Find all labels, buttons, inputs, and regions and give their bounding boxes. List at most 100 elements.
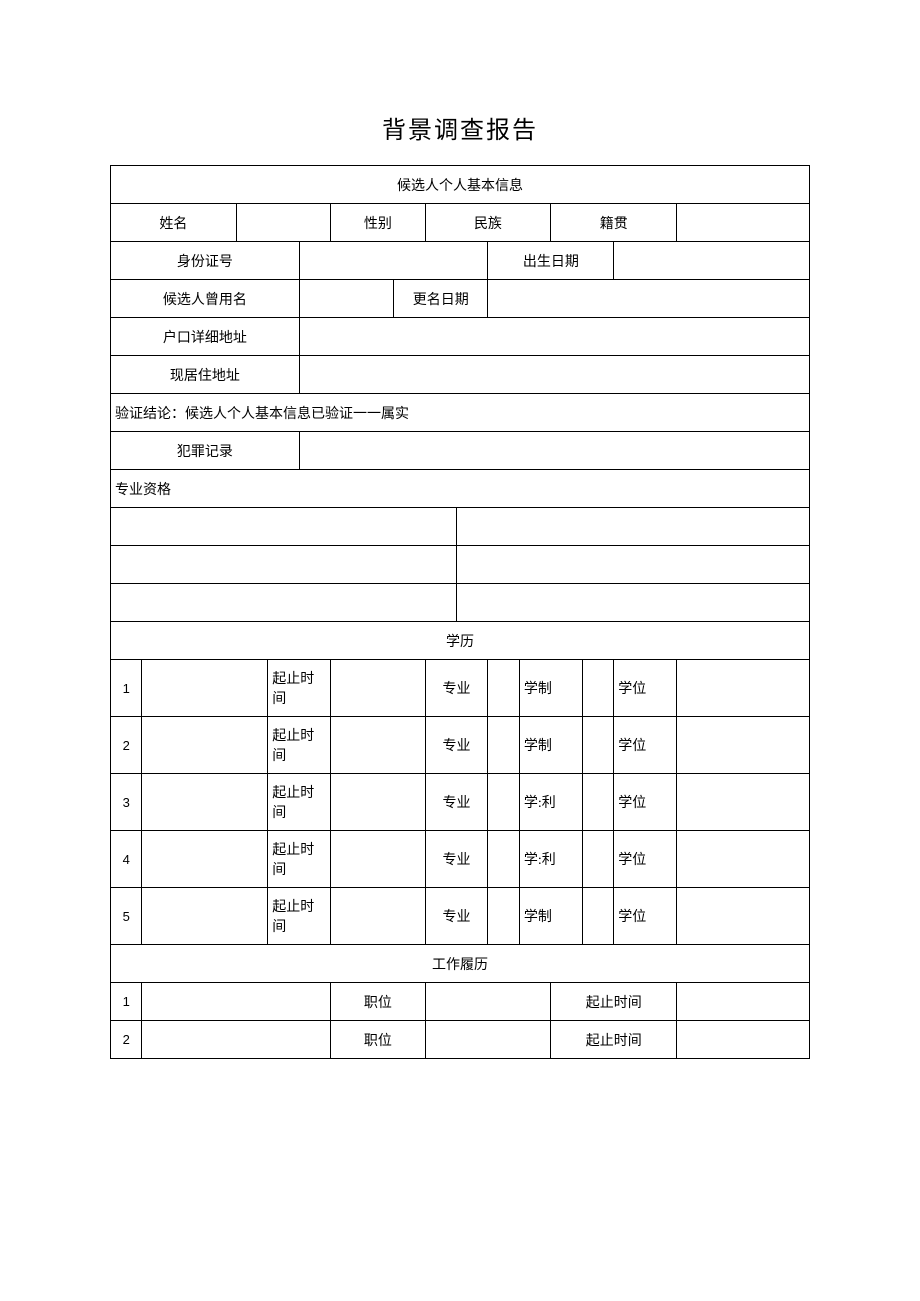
work-no: 1 (111, 983, 142, 1021)
work-position (425, 1021, 551, 1059)
edu-no: 4 (111, 831, 142, 888)
label-gender: 性别 (331, 204, 425, 242)
edu-row: 5 起止时间 专业 学制 学位 (111, 888, 810, 945)
work-period-label: 起止时间 (551, 1021, 677, 1059)
work-period-label: 起止时间 (551, 983, 677, 1021)
work-position-label: 职位 (331, 1021, 425, 1059)
edu-school (142, 774, 268, 831)
value-rename-date (488, 280, 810, 318)
edu-school (142, 888, 268, 945)
edu-school (142, 660, 268, 717)
label-name: 姓名 (111, 204, 237, 242)
edu-period-label: 起止时间 (268, 774, 331, 831)
edu-major (488, 660, 519, 717)
edu-system (582, 831, 613, 888)
value-criminal-record (299, 432, 809, 470)
work-position (425, 983, 551, 1021)
edu-system (582, 774, 613, 831)
work-position-label: 职位 (331, 983, 425, 1021)
edu-degree (677, 774, 810, 831)
edu-degree-label: 学位 (614, 774, 677, 831)
edu-system (582, 888, 613, 945)
edu-period (331, 888, 425, 945)
edu-major (488, 774, 519, 831)
edu-degree-label: 学位 (614, 831, 677, 888)
value-hukou-addr (299, 318, 809, 356)
edu-system (582, 717, 613, 774)
label-birth-date: 出生日期 (488, 242, 614, 280)
value-native-place (677, 204, 810, 242)
value-former-name (299, 280, 393, 318)
label-id-number: 身份证号 (111, 242, 300, 280)
section-work-header: 工作履历 (111, 945, 810, 983)
edu-degree (677, 717, 810, 774)
edu-period (331, 660, 425, 717)
label-rename-date: 更名日期 (394, 280, 488, 318)
qualification-row-2a (111, 546, 457, 584)
edu-major (488, 888, 519, 945)
edu-major-label: 专业 (425, 774, 488, 831)
work-company (142, 1021, 331, 1059)
label-pro-qualification: 专业资格 (111, 470, 810, 508)
edu-major (488, 831, 519, 888)
edu-system-label: 学:利 (519, 831, 582, 888)
work-period (677, 1021, 810, 1059)
section-basic-header: 候选人个人基本信息 (111, 166, 810, 204)
edu-row: 4 起止时间 专业 学:利 学位 (111, 831, 810, 888)
work-row: 2 职位 起止时间 (111, 1021, 810, 1059)
edu-no: 1 (111, 660, 142, 717)
edu-system-label: 学制 (519, 660, 582, 717)
edu-row: 3 起止时间 专业 学:利 学位 (111, 774, 810, 831)
edu-degree-label: 学位 (614, 888, 677, 945)
edu-period-label: 起止时间 (268, 831, 331, 888)
label-criminal-record: 犯罪记录 (111, 432, 300, 470)
label-hukou-addr: 户口详细地址 (111, 318, 300, 356)
verify-conclusion: 验证结论：候选人个人基本信息已验证一一属实 (111, 394, 810, 432)
work-no: 2 (111, 1021, 142, 1059)
work-company (142, 983, 331, 1021)
edu-row: 2 起止时间 专业 学制 学位 (111, 717, 810, 774)
label-ethnicity: 民族 (425, 204, 551, 242)
edu-major-label: 专业 (425, 660, 488, 717)
edu-degree (677, 888, 810, 945)
edu-no: 3 (111, 774, 142, 831)
edu-period (331, 774, 425, 831)
value-birth-date (614, 242, 810, 280)
edu-system (582, 660, 613, 717)
work-period (677, 983, 810, 1021)
label-former-name: 候选人曾用名 (111, 280, 300, 318)
label-native-place: 籍贯 (551, 204, 677, 242)
edu-no: 5 (111, 888, 142, 945)
qualification-row-3a (111, 584, 457, 622)
edu-degree (677, 831, 810, 888)
qualification-row-1b (456, 508, 809, 546)
edu-period (331, 831, 425, 888)
value-current-addr (299, 356, 809, 394)
edu-period-label: 起止时间 (268, 888, 331, 945)
section-edu-header: 学历 (111, 622, 810, 660)
edu-major-label: 专业 (425, 888, 488, 945)
edu-system-label: 学:利 (519, 774, 582, 831)
edu-school (142, 717, 268, 774)
edu-period (331, 717, 425, 774)
qualification-row-3b (456, 584, 809, 622)
edu-period-label: 起止时间 (268, 660, 331, 717)
edu-major-label: 专业 (425, 831, 488, 888)
edu-row: 1 起止时间 专业 学制 学位 (111, 660, 810, 717)
edu-system-label: 学制 (519, 888, 582, 945)
edu-no: 2 (111, 717, 142, 774)
qualification-row-2b (456, 546, 809, 584)
page-title: 背景调查报告 (110, 110, 810, 145)
edu-major-label: 专业 (425, 717, 488, 774)
edu-major (488, 717, 519, 774)
edu-degree-label: 学位 (614, 660, 677, 717)
edu-degree-label: 学位 (614, 717, 677, 774)
work-row: 1 职位 起止时间 (111, 983, 810, 1021)
value-name (236, 204, 330, 242)
edu-system-label: 学制 (519, 717, 582, 774)
edu-degree (677, 660, 810, 717)
report-table: 候选人个人基本信息 姓名 性别 民族 籍贯 身份证号 出生日期 候选人曾用名 更… (110, 165, 810, 1059)
edu-period-label: 起止时间 (268, 717, 331, 774)
qualification-row-1a (111, 508, 457, 546)
value-id-number (299, 242, 488, 280)
